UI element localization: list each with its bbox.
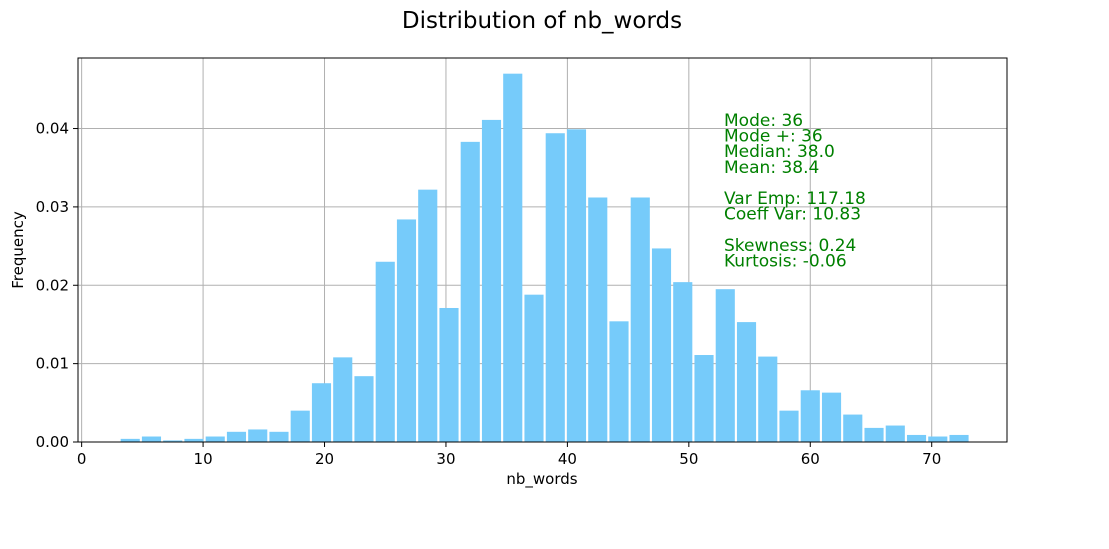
histogram-bar	[885, 425, 905, 442]
histogram-bar	[248, 429, 268, 442]
histogram-bar	[715, 289, 735, 442]
histogram-bar	[290, 410, 310, 442]
x-axis-label: nb_words	[506, 470, 577, 489]
y-tick-label: 0.00	[36, 433, 69, 451]
x-tick-label: 60	[801, 450, 820, 468]
histogram-bar	[630, 197, 650, 442]
x-tick-label: 30	[436, 450, 455, 468]
histogram-bar	[821, 392, 842, 442]
stat-annotation: Var Emp: 117.18	[724, 189, 866, 209]
histogram-bar	[779, 410, 799, 442]
histogram-bar	[205, 436, 225, 442]
histogram-bar	[311, 383, 332, 442]
chart-title: Distribution of nb_words	[402, 8, 682, 34]
tick-labels: 0 10 20 30 40 50 60 70 0.00 0.01 0.02 0.03 0.04	[36, 120, 942, 468]
histogram-bar	[396, 219, 417, 442]
histogram-bar	[141, 436, 162, 442]
x-tick-label: 50	[679, 450, 698, 468]
x-tick-label: 20	[315, 450, 334, 468]
y-axis-label: Frequency	[9, 211, 27, 289]
plot-frame	[77, 57, 1008, 443]
histogram-bar	[694, 355, 714, 442]
histogram-bar	[418, 189, 438, 442]
stat-annotation: Mean: 38.4	[724, 158, 819, 178]
histogram-bar	[800, 390, 820, 442]
histogram-bar	[545, 133, 565, 442]
stat-annotation: Coeff Var: 10.83	[724, 205, 861, 225]
stat-annotation: Skewness: 0.24	[724, 236, 856, 256]
x-tick-label: 10	[194, 450, 213, 468]
histogram-bar	[609, 321, 629, 442]
histogram-bar	[906, 434, 927, 442]
axes	[73, 57, 1008, 447]
histogram-bar	[758, 356, 778, 442]
histogram-bar	[375, 261, 395, 442]
x-tick-label: 70	[922, 450, 941, 468]
histogram-bar	[439, 307, 459, 442]
histogram-bar	[120, 438, 140, 442]
histogram-bar	[673, 282, 693, 442]
y-tick-label: 0.01	[36, 355, 69, 373]
x-tick-label: 40	[558, 450, 577, 468]
histogram-bar	[843, 414, 863, 442]
y-tick-label: 0.04	[36, 120, 69, 138]
histogram-bar	[864, 427, 884, 442]
histogram-bars	[120, 73, 969, 443]
histogram-bar	[184, 438, 204, 442]
stat-annotation: Mode: 36	[724, 111, 803, 131]
histogram-bar	[503, 73, 523, 443]
y-tick-label: 0.03	[36, 198, 69, 216]
stat-annotation: Mode +: 36	[724, 127, 823, 147]
histogram-bar	[736, 322, 757, 442]
histogram-bar	[949, 434, 969, 442]
x-tick-label: 0	[77, 450, 87, 468]
stat-annotation: Median: 38.0	[724, 142, 835, 162]
histogram-bar	[460, 141, 480, 442]
histogram-bar	[354, 376, 374, 442]
histogram-bar	[651, 248, 672, 442]
histogram-bar	[524, 294, 544, 442]
histogram-bar	[226, 431, 247, 442]
histogram-bar	[333, 357, 353, 442]
histogram-bar	[566, 129, 587, 443]
histogram-bar	[588, 197, 608, 442]
y-tick-label: 0.02	[36, 276, 69, 294]
histogram-bar	[928, 436, 948, 442]
histogram-bar	[163, 440, 183, 442]
histogram-bar	[269, 431, 289, 442]
stat-annotation: Kurtosis: -0.06	[724, 251, 847, 271]
histogram-bar	[481, 119, 502, 442]
